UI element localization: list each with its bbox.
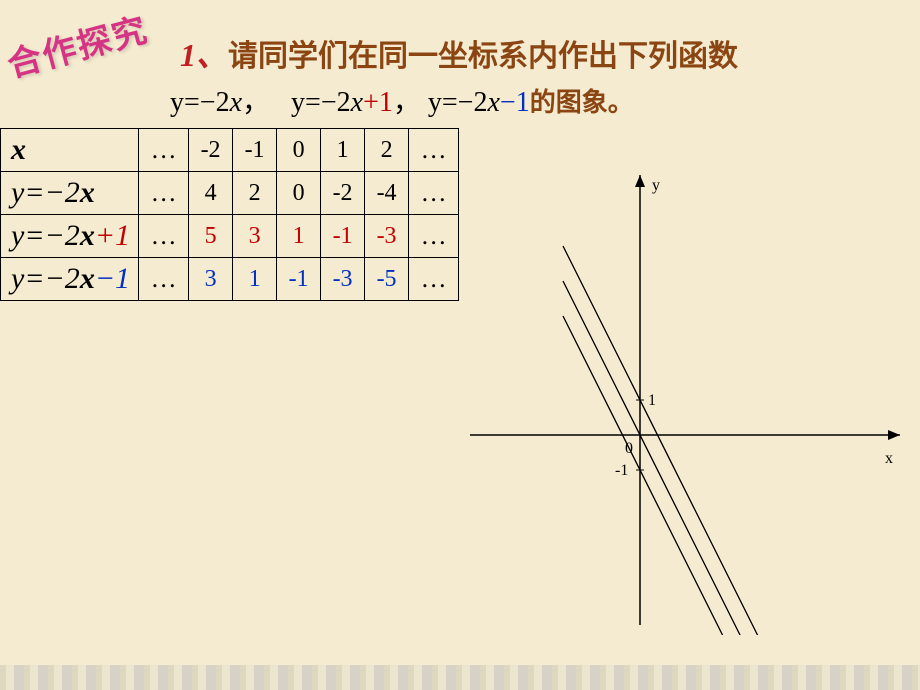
eq1-post: ，: [242, 87, 270, 118]
cell: 1: [277, 215, 321, 258]
equation-line: y=−2x， y=−2x+1， y=−2x−1的图象。: [170, 80, 634, 120]
value-table: x … -2 -1 0 1 2 … y=−2x … 4 2 0 -2 -4 … …: [0, 128, 459, 301]
hdr-y1: y=−2x: [1, 172, 139, 215]
hdr-y3: y=−2x−1: [1, 258, 139, 301]
cell: -3: [321, 258, 365, 301]
svg-text:x: x: [885, 450, 893, 467]
table-row-y3: y=−2x−1 … 3 1 -1 -3 -5 …: [1, 258, 459, 301]
eq3-pre: y=−2: [428, 87, 488, 118]
cell: 1: [233, 258, 277, 301]
cell-dots: …: [409, 258, 459, 301]
eq2-pre: y=−2: [291, 87, 351, 118]
eq3-tail: 的图象。: [530, 88, 634, 117]
eq2-post: ，: [393, 87, 421, 118]
cell: 1: [321, 129, 365, 172]
cell: 0: [277, 129, 321, 172]
cell: -2: [189, 129, 233, 172]
eq2-x: x: [351, 87, 363, 118]
cell: -2: [321, 172, 365, 215]
cell: 3: [189, 258, 233, 301]
cell: 2: [233, 172, 277, 215]
cell: 4: [189, 172, 233, 215]
cell: -5: [365, 258, 409, 301]
cell-dots: …: [139, 172, 189, 215]
table-row-x: x … -2 -1 0 1 2 …: [1, 129, 459, 172]
title: 1、请同学们在同一坐标系内作出下列函数: [180, 30, 738, 76]
title-text: 请同学们在同一坐标系内作出下列函数: [228, 40, 738, 73]
svg-text:y: y: [652, 177, 660, 194]
cell: -1: [277, 258, 321, 301]
eq1-x: x: [230, 87, 242, 118]
cell: -1: [321, 215, 365, 258]
cell: 0: [277, 172, 321, 215]
cell-dots: …: [409, 172, 459, 215]
svg-text:1: 1: [648, 392, 656, 409]
svg-text:-1: -1: [615, 462, 628, 479]
cell: 3: [233, 215, 277, 258]
table-row-y1: y=−2x … 4 2 0 -2 -4 …: [1, 172, 459, 215]
cell: -3: [365, 215, 409, 258]
cell: 5: [189, 215, 233, 258]
hdr-y2: y=−2x+1: [1, 215, 139, 258]
title-number: 1、: [180, 37, 228, 73]
eq1-pre: y=−2: [170, 87, 230, 118]
cell-dots: …: [139, 129, 189, 172]
coordinate-chart: yx01-1y=-2x+1y=-2xy=-2x-1: [460, 165, 910, 635]
eq2-plus1: +1: [363, 87, 393, 118]
eq3-x: x: [487, 87, 499, 118]
cell-dots: …: [409, 129, 459, 172]
cell: -4: [365, 172, 409, 215]
cell-dots: …: [139, 215, 189, 258]
cell-dots: …: [139, 258, 189, 301]
cell-dots: …: [409, 215, 459, 258]
eq3-minus1: −1: [500, 87, 530, 118]
cell: -1: [233, 129, 277, 172]
cell: 2: [365, 129, 409, 172]
hdr-x: x: [11, 133, 26, 166]
badge-cooperative: 合作探究: [1, 2, 153, 87]
table-row-y2: y=−2x+1 … 5 3 1 -1 -3 …: [1, 215, 459, 258]
footer-decoration: [0, 665, 920, 690]
